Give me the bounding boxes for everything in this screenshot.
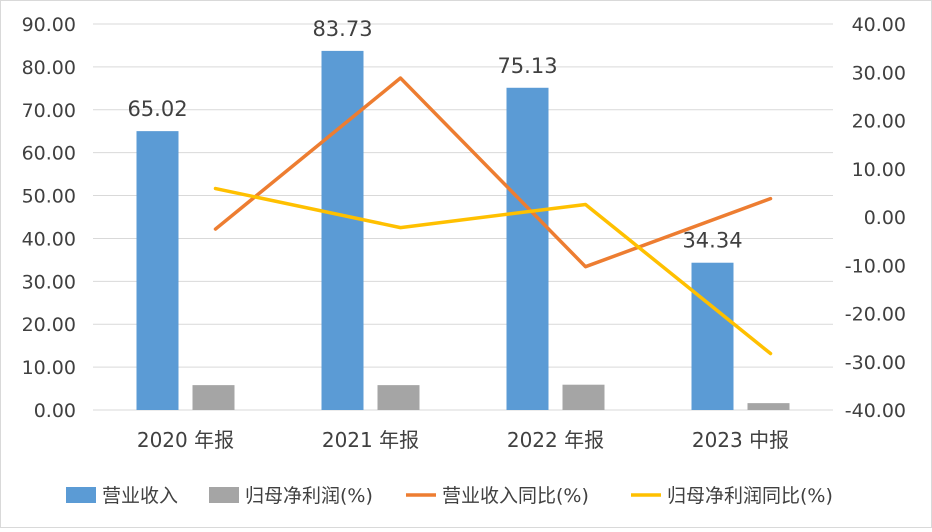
left-axis: 0.00 10.00 20.00 30.00 40.00 50.00 60.00 70.00 8… <box>22 14 76 422</box>
bar-net-profit <box>192 385 235 410</box>
category-label: 2023 中报 <box>692 428 789 452</box>
right-tick-label: 30.00 <box>852 62 906 84</box>
bar-revenue <box>691 262 734 410</box>
bar-revenue <box>506 87 549 410</box>
left-tick-label: 30.00 <box>22 271 76 293</box>
bar-net-profit <box>747 403 790 410</box>
bar-data-label: 75.13 <box>497 54 557 78</box>
bar-data-label: 65.02 <box>127 97 187 121</box>
right-tick-label: 20.00 <box>852 111 906 133</box>
bar-revenue <box>136 131 179 410</box>
category-label: 2022 年报 <box>507 428 604 452</box>
legend-label: 归母净利润同比(%) <box>667 485 833 507</box>
right-tick-label: -10.00 <box>845 255 906 277</box>
left-tick-label: 80.00 <box>22 57 76 79</box>
category-label: 2020 年报 <box>137 428 234 452</box>
bar-revenue <box>321 50 364 411</box>
right-tick-label: -20.00 <box>845 304 906 326</box>
legend-swatch <box>66 487 96 503</box>
bar-data-label: 83.73 <box>312 17 372 41</box>
net-profit-yoy-line <box>213 186 773 356</box>
legend-swatch <box>209 487 239 503</box>
right-tick-label: 40.00 <box>852 14 906 36</box>
left-tick-label: 90.00 <box>22 14 76 36</box>
bars <box>136 50 790 411</box>
left-tick-label: 10.00 <box>22 357 76 379</box>
left-tick-label: 0.00 <box>34 400 76 422</box>
data-labels: 65.02 83.73 75.13 34.34 <box>127 17 742 253</box>
legend-label: 营业收入 <box>102 485 178 507</box>
right-tick-label: -30.00 <box>845 352 906 374</box>
bar-net-profit <box>562 384 605 410</box>
bar-data-label: 34.34 <box>682 229 742 253</box>
category-label: 2021 年报 <box>322 428 419 452</box>
right-tick-label: 0.00 <box>864 207 906 229</box>
legend: 营业收入 归母净利润(%) 营业收入同比(%) 归母净利润同比(%) <box>66 485 833 507</box>
left-tick-label: 40.00 <box>22 228 76 250</box>
left-tick-label: 60.00 <box>22 143 76 165</box>
lines <box>213 76 773 356</box>
left-tick-label: 50.00 <box>22 186 76 208</box>
right-tick-label: -40.00 <box>845 400 906 422</box>
right-axis: -40.00 -30.00 -20.00 -10.00 0.00 10.00 20.00 30… <box>845 14 906 422</box>
left-tick-label: 70.00 <box>22 100 76 122</box>
category-axis: 2020 年报 2021 年报 2022 年报 2023 中报 <box>137 428 789 452</box>
right-tick-label: 10.00 <box>852 159 906 181</box>
legend-label: 归母净利润(%) <box>245 485 373 507</box>
revenue-yoy-line <box>213 76 773 269</box>
bar-net-profit <box>377 385 420 410</box>
legend-label: 营业收入同比(%) <box>442 485 589 507</box>
gridlines <box>93 23 833 411</box>
left-tick-label: 20.00 <box>22 314 76 336</box>
